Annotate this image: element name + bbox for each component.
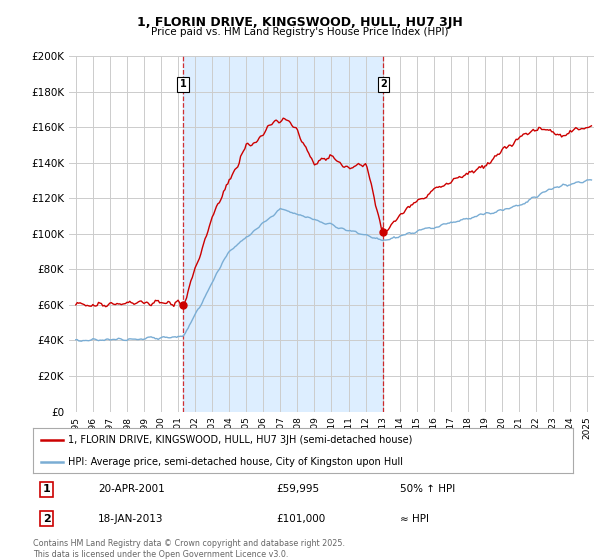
- Text: Price paid vs. HM Land Registry's House Price Index (HPI): Price paid vs. HM Land Registry's House …: [151, 27, 449, 37]
- Text: 50% ↑ HPI: 50% ↑ HPI: [400, 484, 455, 494]
- Text: Contains HM Land Registry data © Crown copyright and database right 2025.
This d: Contains HM Land Registry data © Crown c…: [33, 539, 345, 559]
- Text: £59,995: £59,995: [276, 484, 319, 494]
- Text: £101,000: £101,000: [276, 514, 325, 524]
- Text: 2: 2: [380, 80, 387, 90]
- Text: HPI: Average price, semi-detached house, City of Kingston upon Hull: HPI: Average price, semi-detached house,…: [68, 457, 403, 467]
- Bar: [183, 56, 383, 412]
- Text: 1, FLORIN DRIVE, KINGSWOOD, HULL, HU7 3JH: 1, FLORIN DRIVE, KINGSWOOD, HULL, HU7 3J…: [137, 16, 463, 29]
- Text: 1: 1: [43, 484, 50, 494]
- Text: 1: 1: [180, 80, 187, 90]
- Text: 18-JAN-2013: 18-JAN-2013: [98, 514, 163, 524]
- Text: 2: 2: [43, 514, 50, 524]
- Text: 20-APR-2001: 20-APR-2001: [98, 484, 164, 494]
- Text: 1, FLORIN DRIVE, KINGSWOOD, HULL, HU7 3JH (semi-detached house): 1, FLORIN DRIVE, KINGSWOOD, HULL, HU7 3J…: [68, 435, 412, 445]
- Text: ≈ HPI: ≈ HPI: [400, 514, 429, 524]
